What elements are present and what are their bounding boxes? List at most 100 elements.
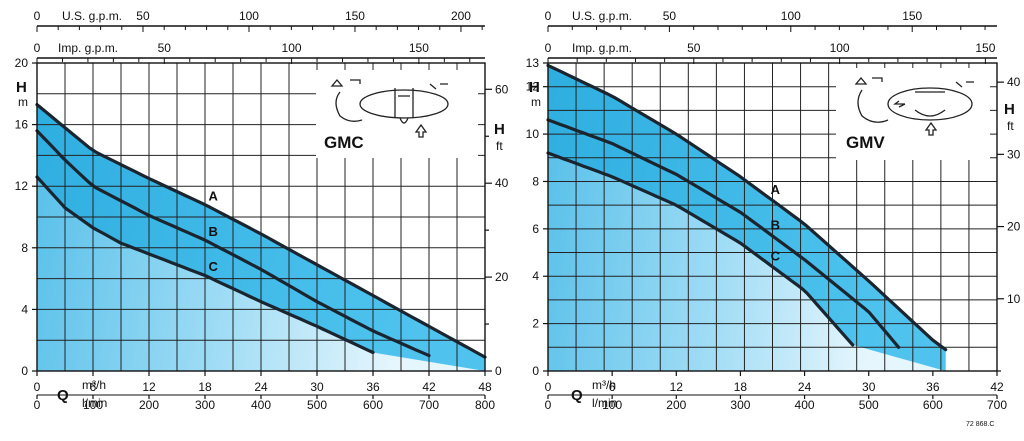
gmc-xl-tick-label: 0 <box>34 398 41 412</box>
gmc-imp-tick-label: 0 <box>34 41 41 55</box>
gmc-xl-tick-label: 500 <box>307 398 327 412</box>
gmv-q-m3h-unit: m³/h <box>592 378 616 392</box>
gmv-yleft-tick-label: 8 <box>532 174 539 188</box>
gmv-h-left-label: H <box>529 79 540 96</box>
gmc-xl-tick-label: 300 <box>195 398 215 412</box>
gmc-pump-schematic-icon <box>330 78 449 138</box>
gmv-curve-b <box>546 118 901 349</box>
gmv-q-label: Q <box>571 387 583 404</box>
gmc-imp-tick-label: 100 <box>282 41 302 55</box>
gmv-imp-tick-label: 50 <box>687 41 701 55</box>
gmc-yleft-tick-label: 16 <box>15 118 29 132</box>
gmv-us-tick-label: 100 <box>781 9 801 23</box>
gmv-imp-gpm-label: Imp. g.p.m. <box>572 41 632 55</box>
gmc-yleft-tick-label: 20 <box>15 56 29 70</box>
gmv-xm3-tick-label: 30 <box>862 380 876 394</box>
gmc-model-label: GMC <box>324 133 364 152</box>
gmv-yleft-tick-label: 2 <box>532 317 539 331</box>
gmv-curve-a <box>546 63 948 352</box>
gmv-xm3-tick-label: 42 <box>990 380 1004 394</box>
gmc-curve-label-b: B <box>208 224 217 239</box>
gmc-imp-gpm-label: Imp. g.p.m. <box>58 41 118 55</box>
gmv-xl-tick-label: 700 <box>987 398 1007 412</box>
gmc-imp-tick-label: 50 <box>158 41 172 55</box>
gmc-xm3-tick-label: 48 <box>478 380 492 394</box>
gmv-xm3-tick-label: 0 <box>545 380 552 394</box>
gmc-us-tick-label: 100 <box>239 9 259 23</box>
gmc-xl-tick-label: 600 <box>363 398 383 412</box>
gmc-q-m3h-unit: m³/h <box>82 378 106 392</box>
gmv-yright-tick-label: 10 <box>1007 292 1021 306</box>
gmc-xm3-tick-label: 42 <box>422 380 436 394</box>
gmv-yright-tick-label: 40 <box>1007 75 1021 89</box>
gmc-yright-tick-label: 0 <box>495 364 502 378</box>
gmv-xl-tick-label: 200 <box>666 398 686 412</box>
gmc-yleft-tick-label: 4 <box>21 302 28 316</box>
gmc-xl-tick-label: 400 <box>251 398 271 412</box>
gmv-xl-tick-label: 600 <box>923 398 943 412</box>
gmc-xm3-tick-label: 12 <box>142 380 156 394</box>
gmc-us-tick-label: 50 <box>136 9 150 23</box>
gmc-yright-tick-label: 20 <box>495 270 509 284</box>
gmc-xm3-tick-label: 30 <box>310 380 324 394</box>
gmc-us-gpm-label: U.S. g.p.m. <box>62 9 122 23</box>
gmc-h-right-label: H <box>494 121 505 138</box>
gmv-yleft-tick-label: 0 <box>532 364 539 378</box>
gmc-yleft-tick-label: 12 <box>15 179 29 193</box>
gmv-xm3-tick-label: 12 <box>670 380 684 394</box>
gmv-xm3-tick-label: 36 <box>926 380 940 394</box>
gmc-q-lmin-unit: l/min <box>82 396 107 410</box>
gmc-imp-tick-label: 150 <box>409 41 429 55</box>
gmv-yright-tick-label: 30 <box>1007 147 1021 161</box>
gmv-q-lmin-unit: l/min <box>592 396 617 410</box>
gmv-us-tick-label: 0 <box>545 9 552 23</box>
gmv-us-tick-label: 150 <box>902 9 922 23</box>
gmc-xl-tick-label: 700 <box>419 398 439 412</box>
gmv-xm3-tick-label: 24 <box>798 380 812 394</box>
gmc-curve-label-a: A <box>208 189 218 204</box>
gmv-yleft-tick-label: 6 <box>532 222 539 236</box>
gmv-us-gpm-label: U.S. g.p.m. <box>572 9 632 23</box>
gmv-h-right-unit: ft <box>1007 119 1014 133</box>
gmv-xl-tick-label: 500 <box>859 398 879 412</box>
gmc-us-tick-label: 200 <box>451 9 471 23</box>
gmv-yleft-tick-label: 10 <box>526 127 540 141</box>
gmv-curve-label-a: A <box>771 182 781 197</box>
gmv-imp-tick-label: 0 <box>545 41 552 55</box>
drawing-code-stamp: 72 868.C <box>966 421 994 428</box>
gmv-plot-frame <box>547 62 998 372</box>
gmc-curve-b <box>35 129 431 358</box>
gmc-curve-a <box>35 102 487 359</box>
gmv-xl-tick-label: 300 <box>730 398 750 412</box>
gmv-xm3-tick-label: 18 <box>734 380 748 394</box>
gmc-yleft-tick-label: 8 <box>21 241 28 255</box>
gmv-xl-tick-label: 400 <box>795 398 815 412</box>
gmc-inset-panel <box>316 70 478 158</box>
gmc-xl-tick-label: 800 <box>475 398 495 412</box>
gmv-curve-label-b: B <box>771 218 780 233</box>
gmv-yleft-tick-label: 4 <box>532 269 539 283</box>
gmv-model-label: GMV <box>846 133 885 152</box>
gmc-us-tick-label: 0 <box>34 9 41 23</box>
gmv-pump-schematic-icon <box>854 76 974 136</box>
gmc-h-left-unit: m <box>18 95 28 109</box>
gmc-yright-tick-label: 60 <box>495 82 509 96</box>
gmv-h-right-label: H <box>1004 101 1015 118</box>
gmc-xl-tick-label: 100 <box>83 398 103 412</box>
gmc-xm3-tick-label: 0 <box>34 380 41 394</box>
gmc-xm3-tick-label: 36 <box>366 380 380 394</box>
gmc-h-left-label: H <box>16 79 27 96</box>
gmv-curve-label-c: C <box>771 248 781 263</box>
gmv-imp-tick-label: 150 <box>975 41 995 55</box>
gmv-chart: ABC 0 50 100 150 U.S. g.p.m. 0 50 100 150 Imp.… <box>526 9 1021 412</box>
gmv-xl-tick-label: 100 <box>602 398 622 412</box>
gmv-xm3-tick-label: 6 <box>609 380 616 394</box>
gmc-curve-c <box>35 175 375 355</box>
gmc-yright-tick-label: 40 <box>495 176 509 190</box>
gmv-curve-c <box>546 151 855 347</box>
gmv-yright-tick-label: 20 <box>1007 220 1021 234</box>
gmc-xm3-tick-label: 24 <box>254 380 268 394</box>
gmc-h-right-unit: ft <box>496 139 503 153</box>
gmv-h-left-unit: m <box>531 95 541 109</box>
